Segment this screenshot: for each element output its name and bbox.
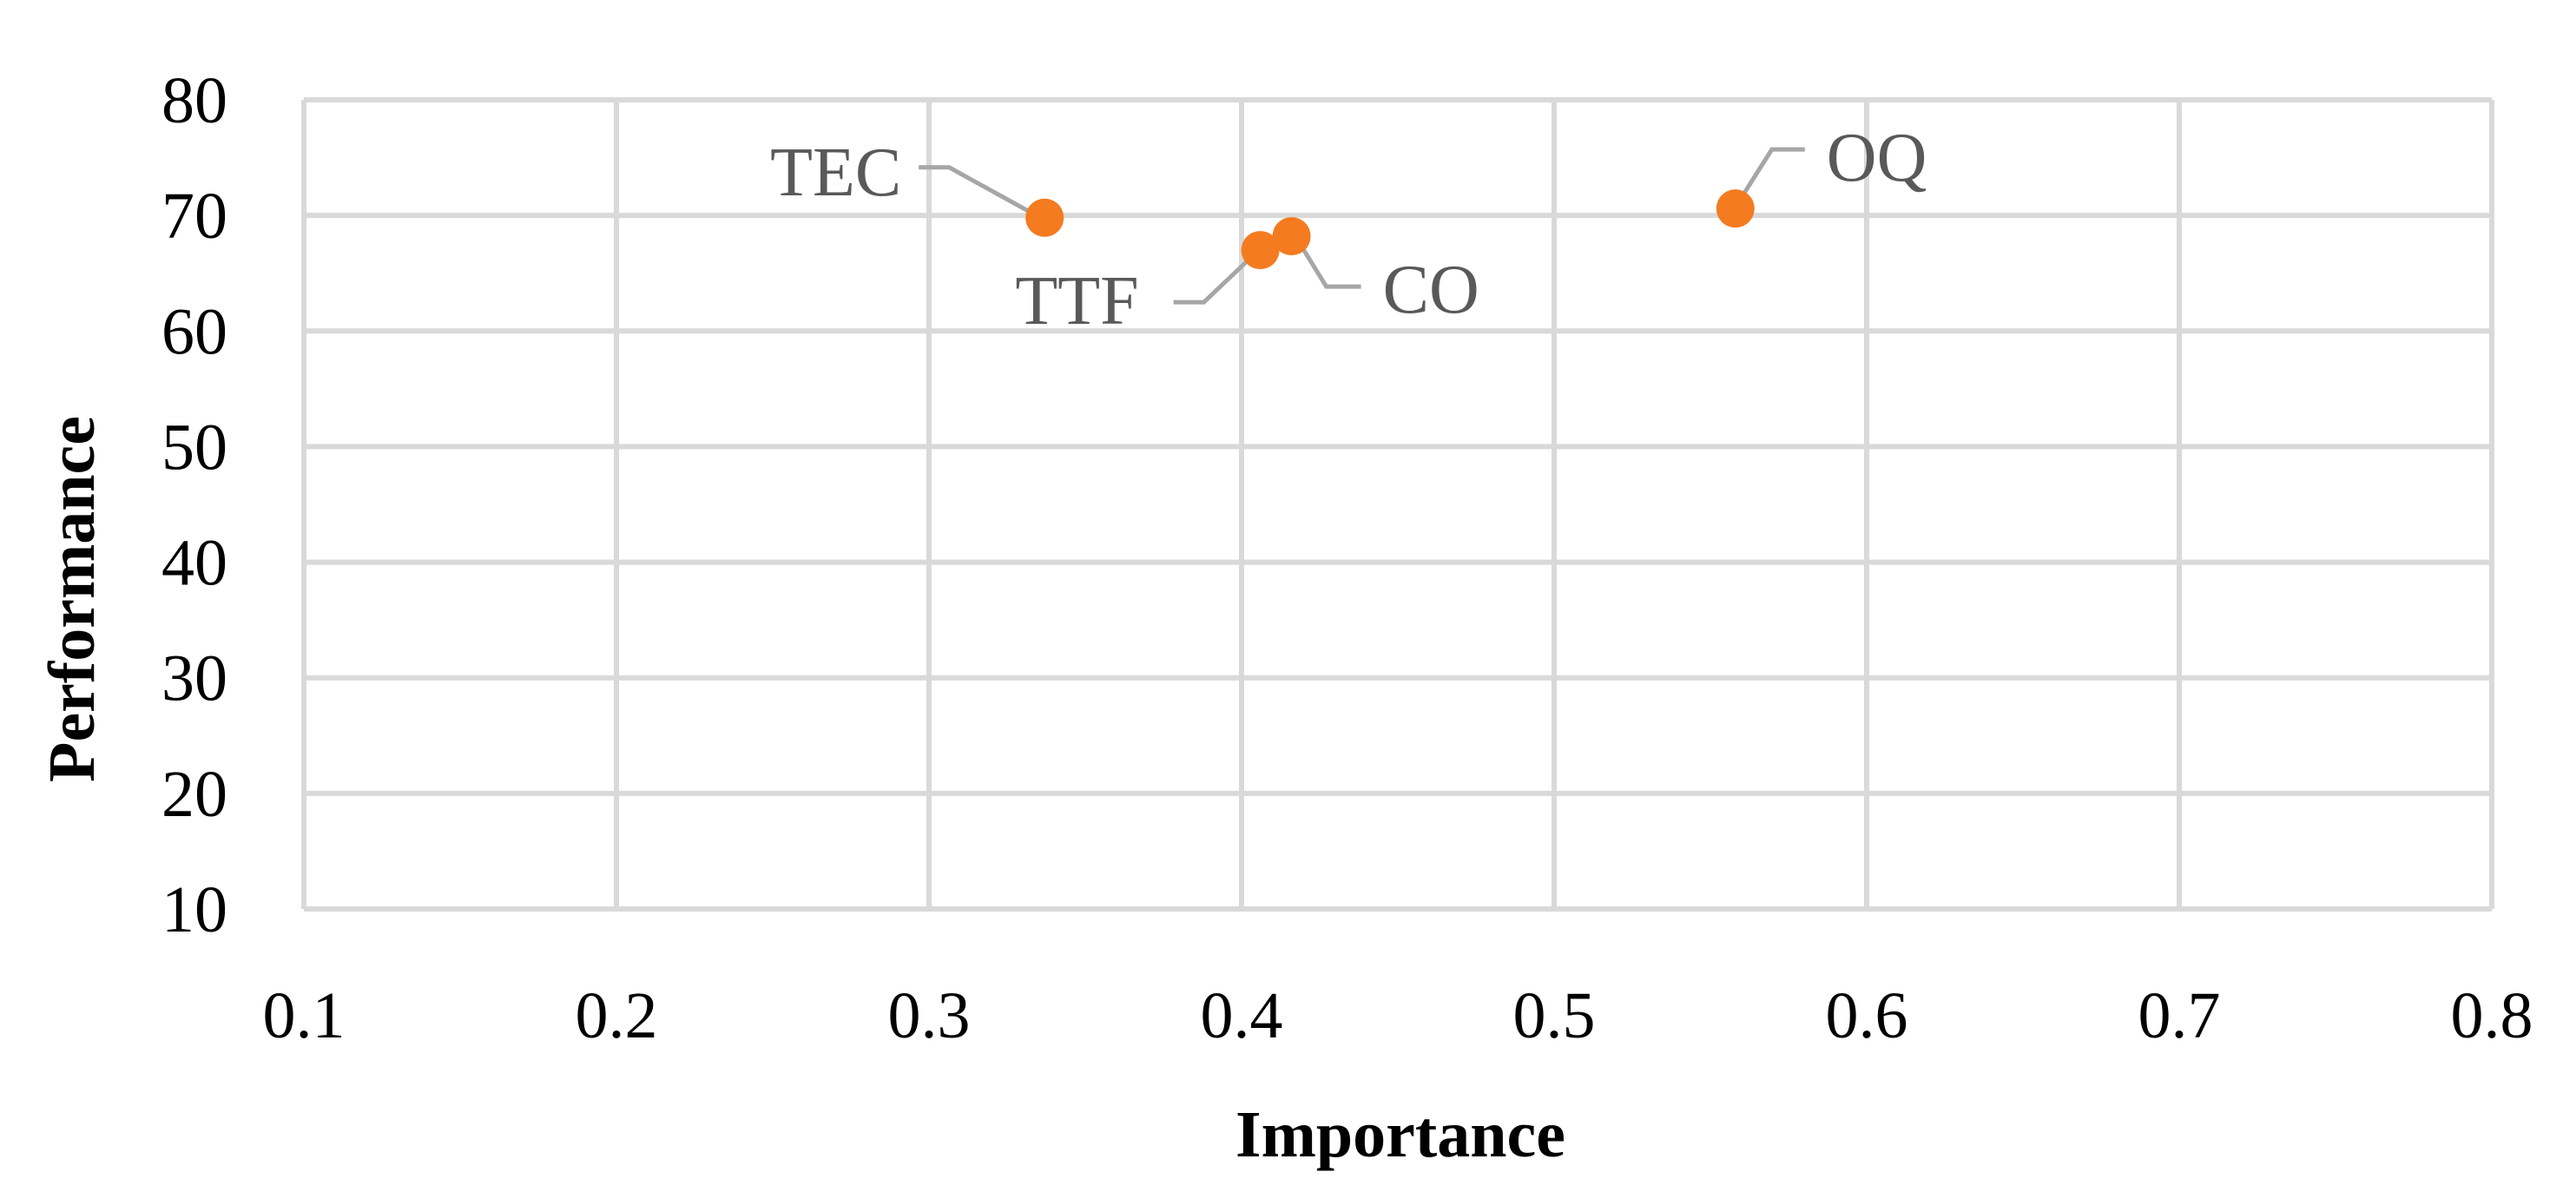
x-tick-label: 0.4 <box>1201 979 1283 1052</box>
data-label-co: CO <box>1383 252 1479 328</box>
grid-layer <box>304 97 2494 909</box>
x-tick-label: 0.8 <box>2451 979 2533 1052</box>
y-tick-label: 10 <box>161 873 227 946</box>
x-tick-label: 0.1 <box>263 979 346 1052</box>
data-point-co <box>1272 217 1311 256</box>
x-tick-label: 0.7 <box>2138 979 2221 1052</box>
y-tick-label: 50 <box>161 411 227 484</box>
y-tick-label: 80 <box>161 64 227 137</box>
data-label-oq: OQ <box>1827 120 1927 196</box>
leader-line-ttf <box>1173 254 1255 305</box>
y-tick-label: 60 <box>161 295 227 368</box>
y-tick-label: 40 <box>161 527 227 600</box>
x-tick-label: 0.5 <box>1513 979 1596 1052</box>
data-point-oq <box>1716 189 1755 228</box>
x-tick-label: 0.6 <box>1826 979 1908 1052</box>
leader-line-co <box>1296 240 1361 289</box>
y-tick-label: 20 <box>161 758 227 831</box>
x-tick-label: 0.3 <box>888 979 971 1052</box>
axis-layer: 0.1 0.2 0.3 0.4 0.5 0.6 0.7 0.8 10 20 30 40 50 60 70 80 <box>161 64 2533 1052</box>
x-axis-title: Importance <box>1235 1098 1565 1171</box>
y-axis-title: Performance <box>36 416 109 782</box>
data-label-ttf: TTF <box>1015 263 1138 339</box>
leader-line-oq <box>1736 147 1805 203</box>
data-label-tec: TEC <box>770 135 901 211</box>
y-tick-label: 70 <box>161 180 227 253</box>
x-tick-label: 0.2 <box>576 979 658 1052</box>
leader-layer <box>919 147 1805 305</box>
data-point-ttf <box>1241 231 1280 270</box>
point-layer <box>1025 189 1755 270</box>
data-point-tec <box>1025 198 1064 237</box>
leader-line-tec <box>919 165 1036 216</box>
label-layer: TEC TTF CO OQ <box>770 120 1927 339</box>
y-tick-label: 30 <box>161 642 227 715</box>
